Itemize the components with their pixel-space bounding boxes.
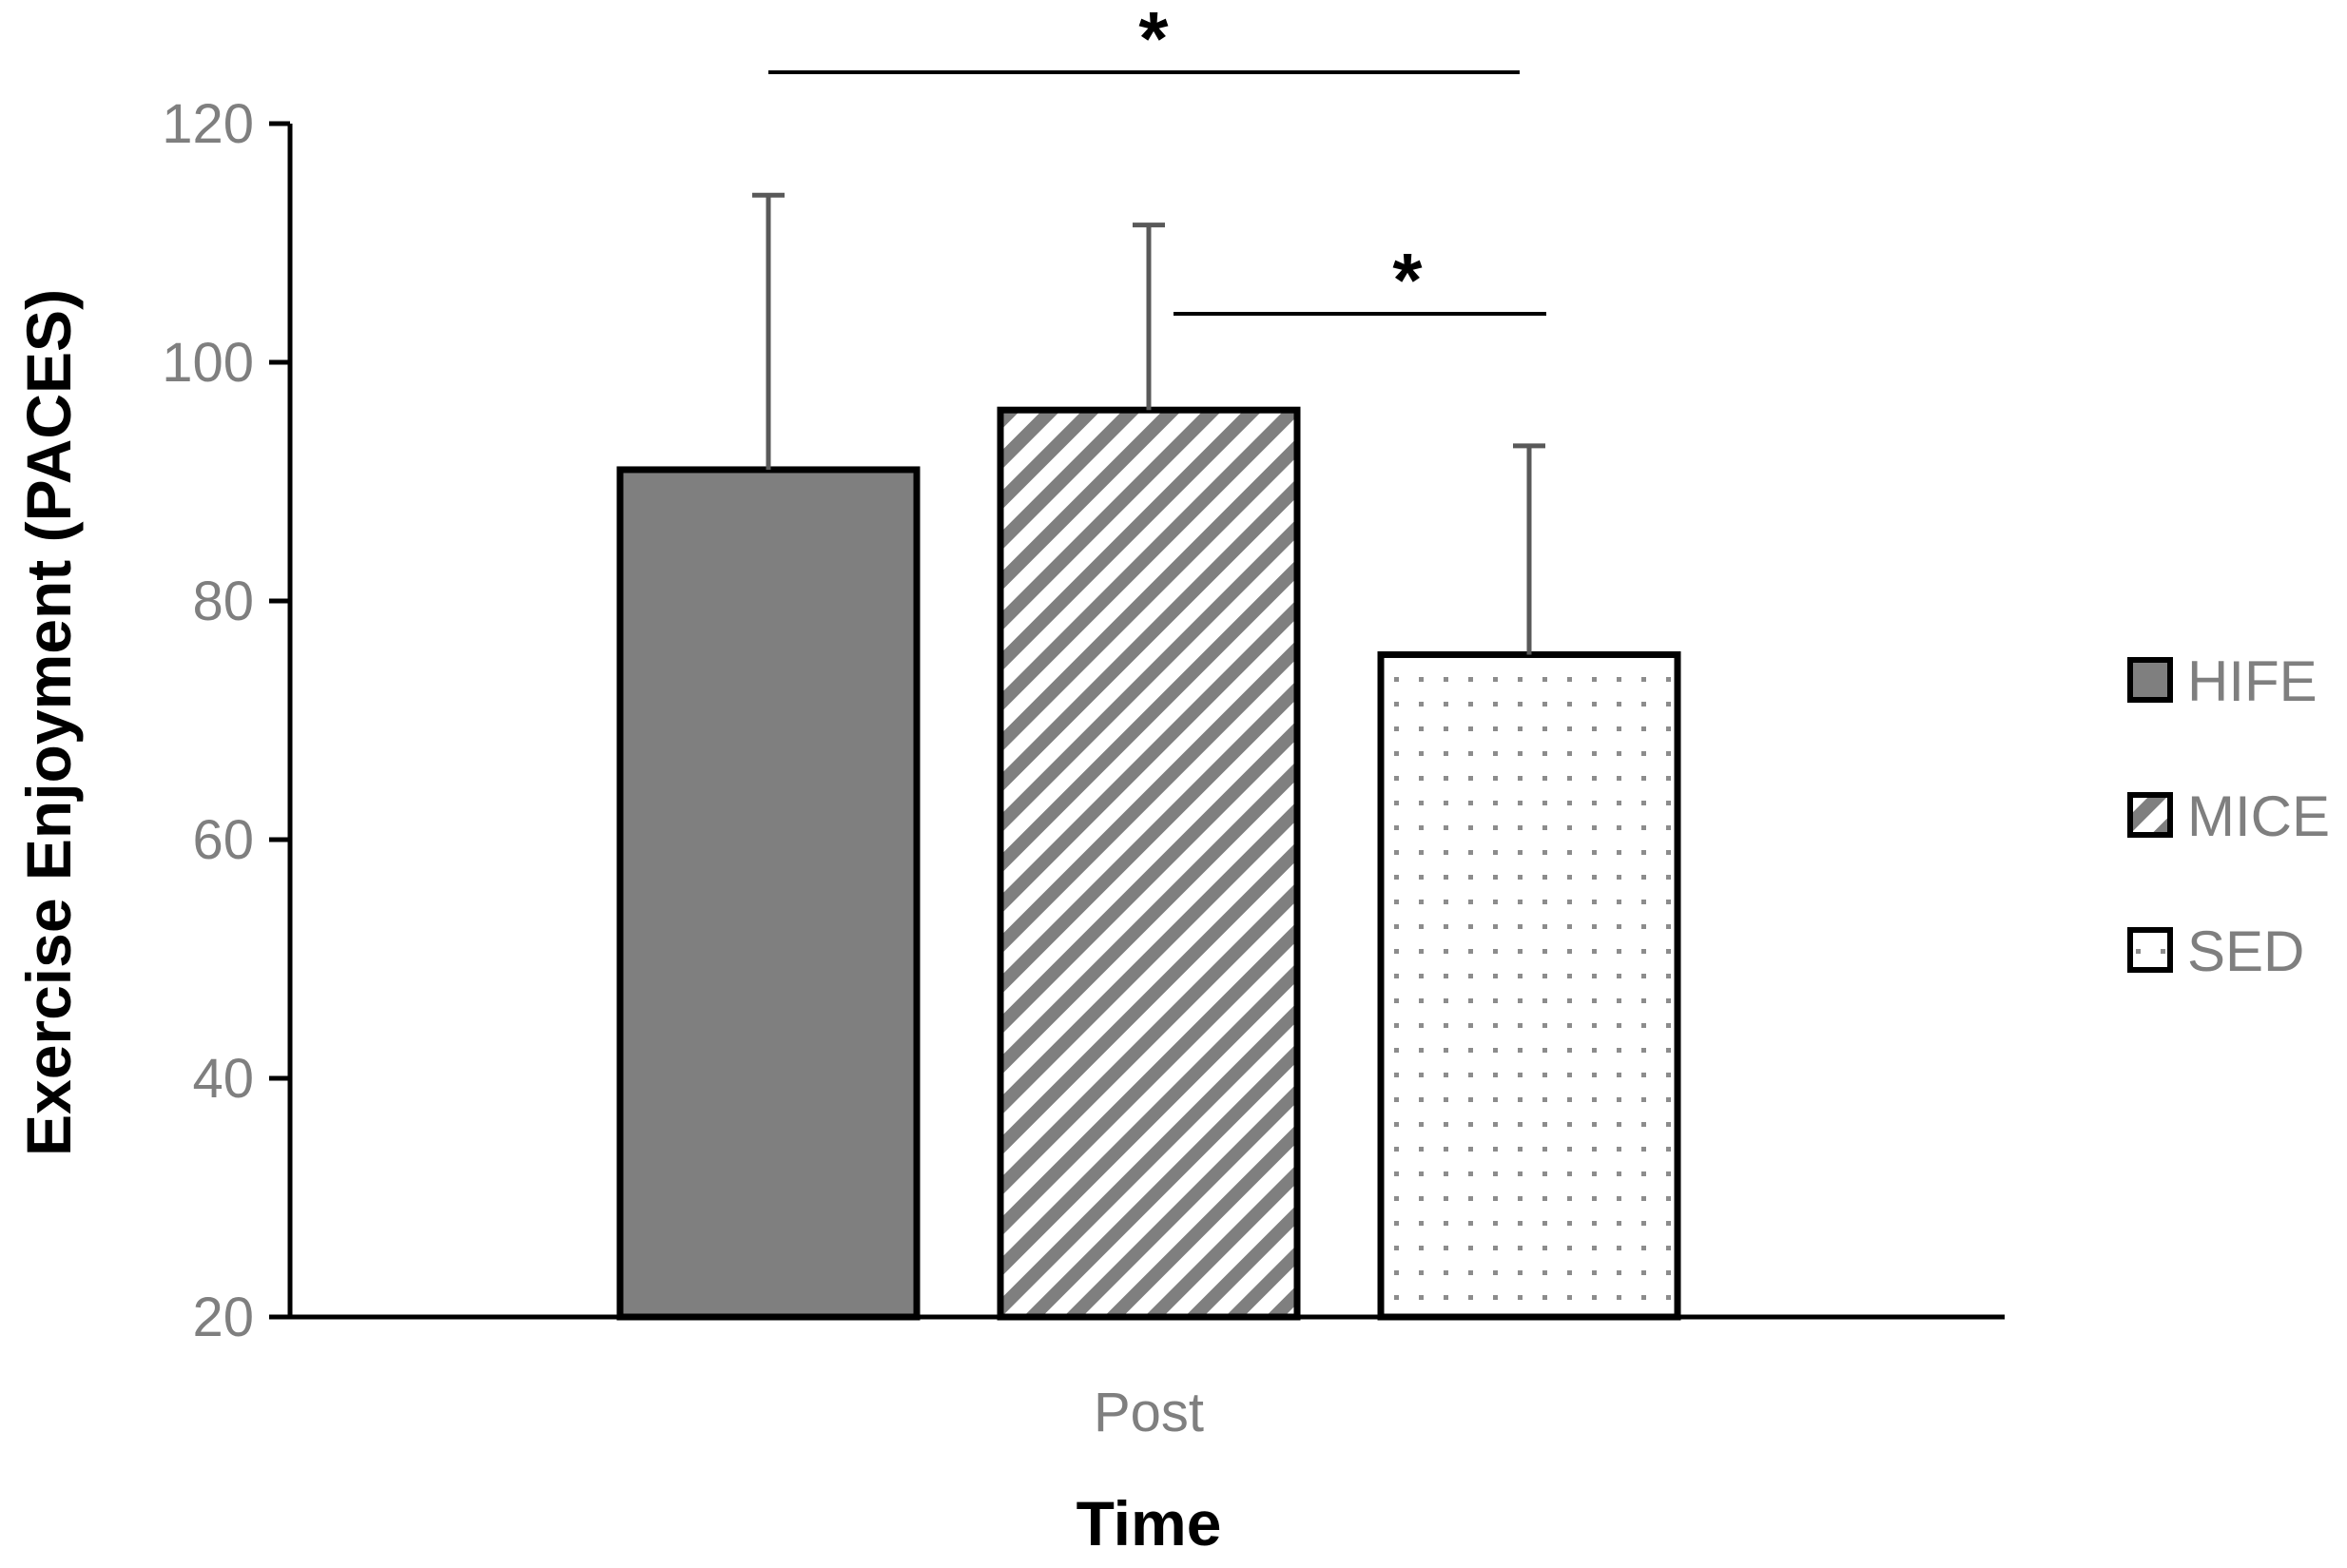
- legend: HIFE MICE SED: [2127, 649, 2330, 983]
- legend-swatch-hife: [2127, 657, 2173, 703]
- significance-star: *: [1138, 0, 1169, 81]
- significance-brackets: **: [768, 0, 1546, 322]
- legend-swatch-mice: [2127, 792, 2173, 838]
- y-axis-ticks: 20 40 60 80 100 120: [162, 93, 290, 1348]
- x-axis-title: Time: [1077, 1488, 1222, 1558]
- legend-label-mice: MICE: [2187, 784, 2330, 848]
- bar-sed: [1377, 650, 1681, 1321]
- y-tick-label: 60: [192, 809, 254, 871]
- axes: [269, 124, 2005, 1320]
- y-axis-title: Exercise Enjoyment (PACES): [13, 289, 84, 1156]
- y-tick-label: 100: [162, 332, 254, 394]
- y-tick-label: 20: [192, 1287, 254, 1348]
- significance-star: *: [1392, 238, 1423, 322]
- x-category-label: Post: [1094, 1382, 1204, 1443]
- bar-hife: [616, 466, 921, 1321]
- legend-label-sed: SED: [2187, 920, 2304, 983]
- y-tick-label: 120: [162, 93, 254, 155]
- bars: [616, 406, 1681, 1321]
- legend-swatch-sed: [2127, 927, 2173, 973]
- error-bars: [752, 192, 1545, 655]
- legend-label-hife: HIFE: [2187, 649, 2318, 713]
- y-tick-label: 40: [192, 1048, 254, 1110]
- bar-mice: [997, 406, 1301, 1321]
- y-tick-label: 80: [192, 571, 254, 632]
